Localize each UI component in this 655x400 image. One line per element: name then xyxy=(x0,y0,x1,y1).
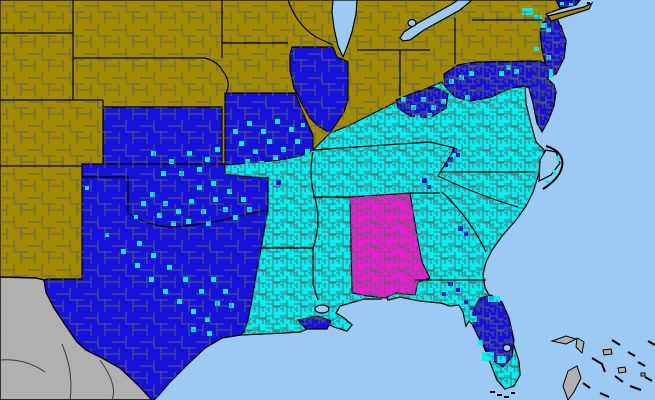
small-island-3 xyxy=(640,372,646,377)
lake-okeechobee xyxy=(502,343,512,353)
island-chain-lines xyxy=(582,339,655,398)
small-island-1 xyxy=(602,348,613,356)
grand-bahama-island xyxy=(550,335,578,345)
state-boundary-lines xyxy=(0,0,542,301)
long-island xyxy=(547,1,594,22)
lakes xyxy=(314,0,561,353)
outer-banks-barrier xyxy=(542,145,564,190)
andros-island xyxy=(562,365,582,400)
lake-erie xyxy=(399,0,473,42)
abaco-island xyxy=(575,337,585,355)
lake-michigan xyxy=(331,0,358,59)
small-island-2 xyxy=(617,366,627,374)
islands-bahamas xyxy=(550,335,655,400)
lake-st-clair xyxy=(407,18,417,28)
mexico-state-lines xyxy=(0,343,114,400)
mexico-landmass xyxy=(0,276,153,400)
pamlico-sound xyxy=(538,149,561,182)
coastal-island-dot xyxy=(587,2,590,4)
outer-banks-cyan-counties xyxy=(545,156,560,183)
lake-pontchartrain xyxy=(314,304,330,314)
florida-keys xyxy=(490,391,515,398)
mexico xyxy=(0,276,153,400)
